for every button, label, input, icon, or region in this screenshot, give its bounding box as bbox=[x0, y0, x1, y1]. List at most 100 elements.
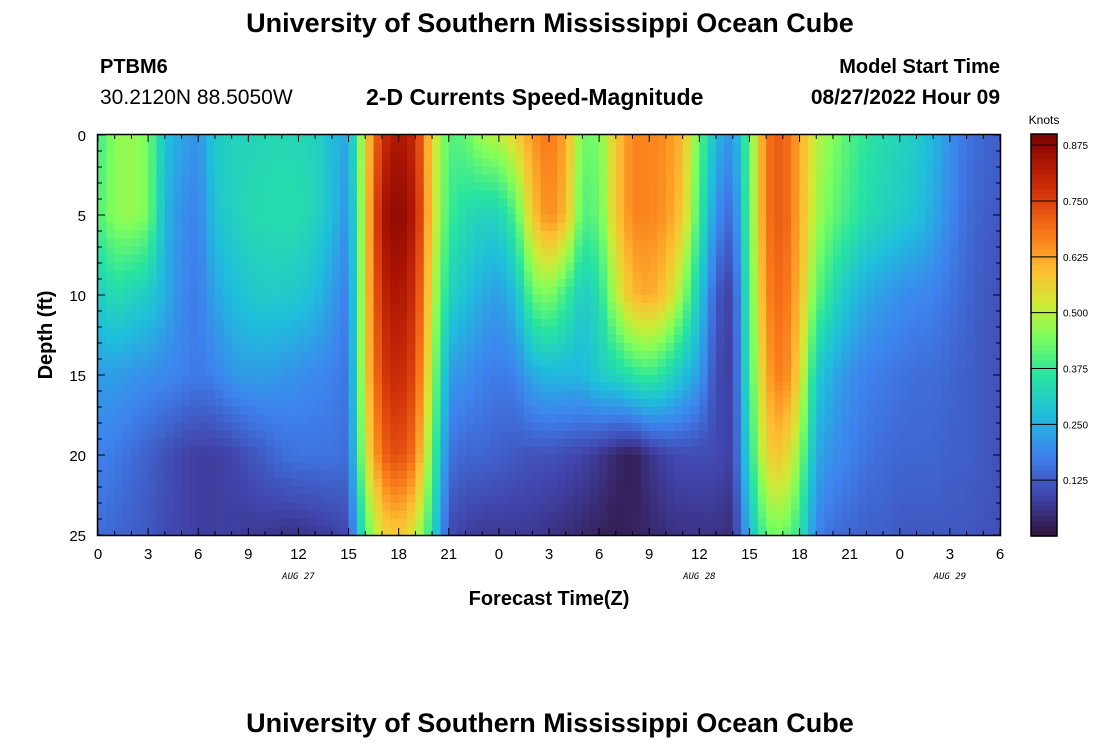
heatmap-cell bbox=[223, 367, 233, 376]
heatmap-cell bbox=[398, 407, 408, 416]
heatmap-cell bbox=[248, 231, 258, 240]
heatmap-cell bbox=[799, 231, 809, 240]
heatmap-cell bbox=[866, 495, 876, 504]
heatmap-cell bbox=[599, 351, 609, 360]
heatmap-cell bbox=[824, 151, 834, 160]
heatmap-cell bbox=[699, 439, 709, 448]
heatmap-cell bbox=[432, 303, 442, 312]
heatmap-cell bbox=[356, 175, 366, 184]
heatmap-cell bbox=[599, 327, 609, 336]
heatmap-cell bbox=[916, 391, 926, 400]
heatmap-cell bbox=[590, 439, 600, 448]
heatmap-cell bbox=[198, 503, 208, 512]
heatmap-cell bbox=[214, 415, 224, 424]
heatmap-cell bbox=[624, 207, 634, 216]
heatmap-cell bbox=[473, 375, 483, 384]
heatmap-cell bbox=[682, 367, 692, 376]
heatmap-cell bbox=[206, 303, 216, 312]
heatmap-cell bbox=[214, 487, 224, 496]
heatmap-cell bbox=[131, 447, 141, 456]
heatmap-cell bbox=[983, 279, 993, 288]
heatmap-cell bbox=[933, 159, 943, 168]
heatmap-cell bbox=[457, 335, 467, 344]
heatmap-cell bbox=[423, 391, 433, 400]
heatmap-cell bbox=[223, 391, 233, 400]
heatmap-cell bbox=[440, 135, 450, 144]
heatmap-cell bbox=[891, 415, 901, 424]
heatmap-cell bbox=[239, 303, 249, 312]
heatmap-cell bbox=[239, 407, 249, 416]
heatmap-cell bbox=[908, 215, 918, 224]
heatmap-cell bbox=[473, 407, 483, 416]
heatmap-cell bbox=[891, 319, 901, 328]
heatmap-cell bbox=[448, 327, 458, 336]
heatmap-cell bbox=[866, 135, 876, 144]
heatmap-cell bbox=[883, 479, 893, 488]
heatmap-cell bbox=[248, 207, 258, 216]
heatmap-cell bbox=[465, 351, 475, 360]
heatmap-cell bbox=[273, 343, 283, 352]
heatmap-cell bbox=[398, 239, 408, 248]
heatmap-cell bbox=[599, 303, 609, 312]
heatmap-cell bbox=[557, 279, 567, 288]
heatmap-cell bbox=[899, 303, 909, 312]
heatmap-cell bbox=[465, 263, 475, 272]
heatmap-cell bbox=[114, 351, 124, 360]
heatmap-cell bbox=[189, 207, 199, 216]
heatmap-cell bbox=[858, 223, 867, 232]
heatmap-cell bbox=[716, 399, 725, 408]
heatmap-cell bbox=[899, 231, 909, 240]
heatmap-cell bbox=[615, 151, 625, 160]
heatmap-cell bbox=[164, 151, 174, 160]
heatmap-cell bbox=[949, 351, 959, 360]
heatmap-cell bbox=[407, 151, 416, 160]
heatmap-cell bbox=[615, 175, 625, 184]
heatmap-cell bbox=[574, 375, 584, 384]
heatmap-cell bbox=[991, 311, 1001, 320]
heatmap-cell bbox=[883, 247, 893, 256]
heatmap-cell bbox=[983, 239, 993, 248]
heatmap-cell bbox=[724, 359, 734, 368]
heatmap-cell bbox=[373, 151, 383, 160]
heatmap-cell bbox=[741, 495, 751, 504]
heatmap-cell bbox=[649, 463, 659, 472]
heatmap-cell bbox=[849, 135, 859, 144]
heatmap-cell bbox=[465, 167, 475, 176]
heatmap-cell bbox=[164, 343, 174, 352]
heatmap-cell bbox=[123, 183, 133, 192]
heatmap-cell bbox=[123, 351, 133, 360]
heatmap-cell bbox=[390, 303, 400, 312]
heatmap-cell bbox=[924, 455, 934, 464]
heatmap-cell bbox=[114, 311, 124, 320]
heatmap-cell bbox=[766, 439, 776, 448]
heatmap-cell bbox=[98, 287, 107, 296]
heatmap-cell bbox=[256, 327, 266, 336]
heatmap-cell bbox=[565, 159, 575, 168]
heatmap-cell bbox=[741, 191, 751, 200]
heatmap-cell bbox=[974, 447, 984, 456]
heatmap-cell bbox=[482, 295, 492, 304]
heatmap-cell bbox=[590, 159, 600, 168]
heatmap-cell bbox=[799, 335, 809, 344]
heatmap-cell bbox=[574, 407, 584, 416]
heatmap-cell bbox=[390, 407, 400, 416]
heatmap-cell bbox=[114, 151, 124, 160]
heatmap-cell bbox=[532, 207, 542, 216]
heatmap-cell bbox=[974, 303, 984, 312]
heatmap-cell bbox=[181, 343, 191, 352]
heatmap-cell bbox=[273, 303, 283, 312]
heatmap-cell bbox=[356, 407, 366, 416]
heatmap-cell bbox=[532, 431, 542, 440]
heatmap-cell bbox=[206, 255, 216, 264]
heatmap-cell bbox=[824, 183, 834, 192]
heatmap-cell bbox=[423, 279, 433, 288]
heatmap-cell bbox=[807, 239, 817, 248]
heatmap-cell bbox=[131, 239, 141, 248]
heatmap-cell bbox=[582, 399, 592, 408]
heatmap-cell bbox=[407, 359, 416, 368]
heatmap-cell bbox=[356, 311, 366, 320]
heatmap-cell bbox=[156, 311, 166, 320]
heatmap-cell bbox=[356, 415, 366, 424]
heatmap-cell bbox=[649, 431, 659, 440]
heatmap-cell bbox=[632, 447, 642, 456]
